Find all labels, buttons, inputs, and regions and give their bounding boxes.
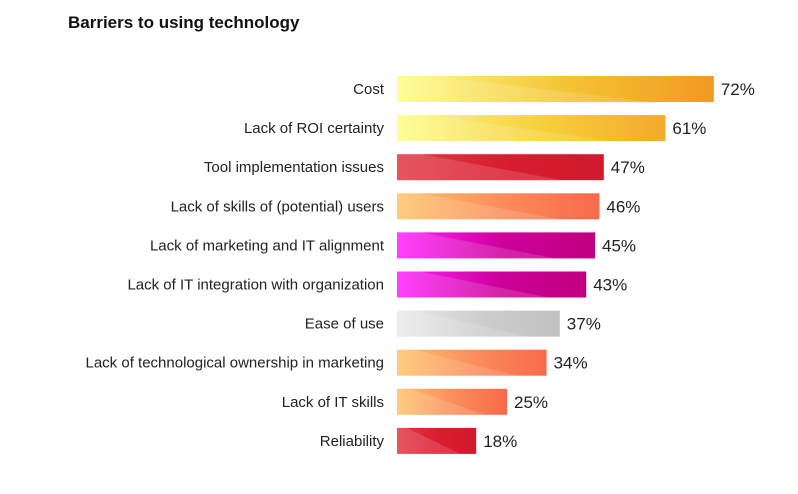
value-label: 43% <box>593 276 627 295</box>
value-label: 45% <box>602 236 636 255</box>
value-label: 25% <box>514 393 548 412</box>
value-label: 61% <box>672 119 706 138</box>
category-label: Lack of technological ownership in marke… <box>86 355 385 372</box>
bar <box>397 388 507 415</box>
bar-sheen <box>397 310 528 337</box>
category-label: Cost <box>353 81 385 98</box>
bar <box>397 193 600 220</box>
category-label: Reliability <box>320 433 385 450</box>
value-label: 72% <box>721 80 755 99</box>
category-label: Lack of IT skills <box>282 394 384 411</box>
bar <box>397 76 714 102</box>
bar-sheen <box>397 271 549 298</box>
bar <box>397 427 477 454</box>
value-label: 47% <box>611 158 645 177</box>
bar-sheen <box>397 154 563 181</box>
bar-sheen <box>397 76 651 102</box>
bar <box>397 115 666 142</box>
bar-sheen <box>397 232 556 259</box>
category-label: Lack of IT integration with organization <box>127 277 384 294</box>
bar <box>397 310 560 337</box>
bar <box>397 232 595 259</box>
bar-sheen <box>397 388 485 415</box>
category-label: Ease of use <box>305 316 384 333</box>
category-label: Lack of ROI certainty <box>244 120 385 137</box>
category-label: Lack of skills of (potential) users <box>171 198 384 215</box>
value-label: 18% <box>483 432 517 451</box>
bars-layer: Cost 72% Lack of ROI certainty 61% Tool impl… <box>86 76 755 454</box>
bar <box>397 271 587 298</box>
bar-sheen <box>397 349 517 376</box>
category-label: Tool implementation issues <box>204 159 384 176</box>
category-label: Lack of marketing and IT alignment <box>150 237 385 254</box>
bar <box>397 349 547 376</box>
bar-sheen <box>397 427 461 454</box>
value-label: 34% <box>554 354 588 373</box>
bar <box>397 154 604 181</box>
value-label: 46% <box>606 197 640 216</box>
bar-sheen <box>397 193 559 220</box>
bar-sheen <box>397 115 612 142</box>
value-label: 37% <box>567 315 601 334</box>
chart-title: Barriers to using technology <box>68 13 300 32</box>
